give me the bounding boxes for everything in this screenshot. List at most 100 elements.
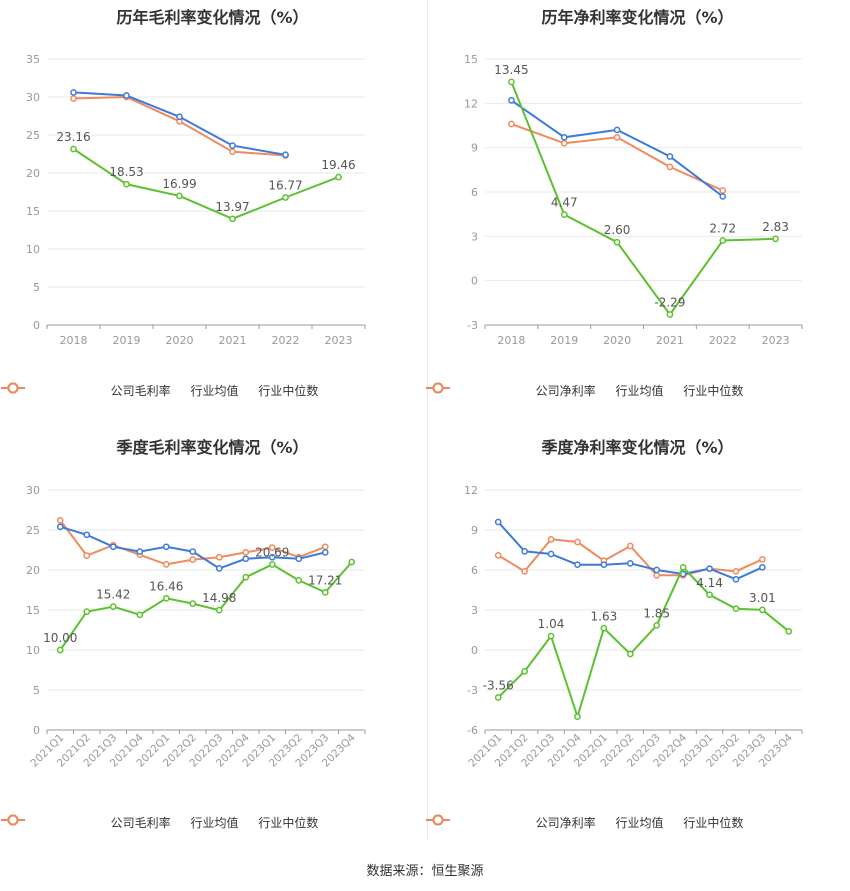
data-point bbox=[521, 567, 528, 575]
data-point bbox=[653, 621, 661, 629]
y-tick-label: 20 bbox=[26, 564, 40, 577]
data-point bbox=[732, 605, 740, 613]
x-tick-label: 2023 bbox=[762, 334, 790, 347]
chart-title: 季度净利率变化情况（%） bbox=[541, 438, 734, 457]
chart-plot: -3 0 3 6 9 12 15 2018 2019 2020 2021 2022 2023 13.45 4… bbox=[464, 53, 803, 347]
data-point bbox=[613, 126, 621, 134]
y-tick-label: 5 bbox=[33, 281, 40, 294]
data-point bbox=[70, 95, 77, 102]
data-label: 16.46 bbox=[149, 579, 183, 593]
data-point bbox=[560, 139, 568, 147]
chart-plot: 0 5 10 15 20 25 30 35 2018 2019 2020 2021 2022 2023 23… bbox=[26, 53, 366, 347]
data-label: 15.42 bbox=[96, 588, 130, 602]
legend-item-company[interactable]: 公司净利率 bbox=[426, 382, 596, 399]
data-label: 10.00 bbox=[43, 631, 77, 645]
data-point bbox=[176, 192, 183, 200]
legend-item-company[interactable]: 公司毛利率 bbox=[1, 382, 171, 399]
industry-median-series-line bbox=[73, 95, 286, 157]
data-point bbox=[282, 194, 289, 201]
data-point bbox=[547, 632, 555, 640]
data-point bbox=[719, 187, 727, 194]
panel-divider bbox=[427, 0, 428, 840]
y-tick-label: 9 bbox=[471, 524, 478, 537]
data-point bbox=[521, 547, 528, 555]
legend-item-industry-median[interactable]: 行业中位数 bbox=[1, 814, 318, 831]
data-point bbox=[772, 235, 779, 243]
y-tick-label: 15 bbox=[26, 604, 40, 617]
data-point bbox=[574, 538, 581, 546]
legend-item-company[interactable]: 公司毛利率 bbox=[1, 814, 171, 831]
y-tick-label: 10 bbox=[26, 644, 40, 657]
data-label: 16.99 bbox=[162, 177, 196, 191]
legend-label: 行业均值 bbox=[615, 816, 664, 830]
chart-legend[interactable]: 公司毛利率 行业均值 行业中位数 bbox=[0, 814, 425, 831]
legend-item-industry-avg[interactable]: 行业均值 bbox=[1, 382, 239, 399]
chart-legend[interactable]: 公司净利率 行业均值 行业中位数 bbox=[425, 814, 850, 831]
data-point bbox=[719, 237, 727, 244]
data-label: 1.63 bbox=[591, 609, 618, 623]
data-label: 20.69 bbox=[255, 545, 289, 559]
legend-item-company[interactable]: 公司净利率 bbox=[426, 814, 596, 831]
data-point bbox=[600, 561, 608, 569]
data-point bbox=[229, 148, 236, 156]
y-tick-label: 15 bbox=[464, 53, 478, 66]
legend-item-industry-median[interactable]: 行业中位数 bbox=[426, 382, 744, 399]
chart-legend[interactable]: 公司毛利率 行业均值 行业中位数 bbox=[0, 382, 425, 399]
company-series-line bbox=[72, 148, 339, 220]
data-point bbox=[229, 215, 236, 223]
data-label: 23.16 bbox=[56, 130, 90, 144]
y-tick-label: 0 bbox=[471, 644, 478, 657]
chart-plot: 0510152025302021Q12021Q22021Q32021Q42022… bbox=[26, 484, 366, 770]
data-point bbox=[560, 211, 568, 218]
y-tick-label: 12 bbox=[464, 484, 478, 497]
data-point bbox=[242, 573, 250, 581]
data-point bbox=[706, 591, 713, 599]
data-point bbox=[508, 120, 515, 128]
data-point bbox=[679, 563, 687, 571]
data-label: 1.85 bbox=[643, 606, 670, 620]
data-point bbox=[295, 555, 303, 563]
data-point bbox=[242, 555, 250, 563]
legend-item-industry-avg[interactable]: 行业均值 bbox=[1, 814, 239, 831]
data-point bbox=[189, 548, 197, 555]
data-point bbox=[560, 133, 568, 141]
data-point bbox=[123, 92, 130, 99]
chart-title: 历年净利率变化情况（%） bbox=[541, 8, 734, 27]
data-point bbox=[189, 600, 197, 607]
data-point bbox=[83, 608, 91, 615]
chart-legend[interactable]: 公司净利率 行业均值 行业中位数 bbox=[425, 382, 850, 399]
data-point bbox=[56, 517, 64, 524]
legend-label: 公司毛利率 bbox=[110, 384, 171, 398]
legend-item-industry-median[interactable]: 行业中位数 bbox=[426, 814, 743, 831]
legend-label: 公司净利率 bbox=[535, 384, 596, 398]
data-point bbox=[666, 153, 674, 160]
data-point bbox=[215, 606, 223, 614]
data-point bbox=[321, 549, 329, 556]
quarterly-net-margin-chart: 季度净利率变化情况（%） -6 -3 0 3 6 9 12 2021Q1 2021Q2 2021Q… bbox=[425, 430, 850, 850]
data-point bbox=[653, 566, 661, 574]
y-tick-label: 5 bbox=[33, 684, 40, 697]
legend-symbol-icon bbox=[426, 814, 450, 826]
chart-title: 季度毛利率变化情况（%） bbox=[116, 438, 309, 457]
legend-symbol-icon bbox=[1, 814, 25, 826]
data-point bbox=[574, 713, 581, 721]
data-point bbox=[268, 561, 276, 568]
data-label: 4.47 bbox=[551, 196, 578, 210]
legend-item-industry-avg[interactable]: 行业均值 bbox=[426, 814, 664, 831]
x-tick-label: 2021 bbox=[656, 334, 684, 347]
y-tick-label: 25 bbox=[26, 524, 40, 537]
x-tick-label: 2023 bbox=[325, 334, 353, 347]
x-tick-label: 2022 bbox=[709, 334, 737, 347]
y-tick-label: 30 bbox=[26, 484, 40, 497]
data-point bbox=[785, 627, 793, 635]
legend-marker bbox=[7, 814, 19, 826]
data-label: 1.04 bbox=[538, 617, 565, 631]
chart-plot: -6-30369122021Q12021Q22021Q32021Q42022Q1… bbox=[464, 484, 803, 770]
y-tick-label: -3 bbox=[467, 684, 478, 697]
legend-label: 行业中位数 bbox=[683, 384, 744, 398]
y-tick-label: 0 bbox=[33, 724, 40, 737]
legend-item-industry-median[interactable]: 行业中位数 bbox=[1, 382, 318, 399]
legend-item-industry-avg[interactable]: 行业均值 bbox=[426, 382, 664, 399]
data-point bbox=[494, 694, 502, 701]
legend-label: 公司毛利率 bbox=[110, 816, 171, 830]
